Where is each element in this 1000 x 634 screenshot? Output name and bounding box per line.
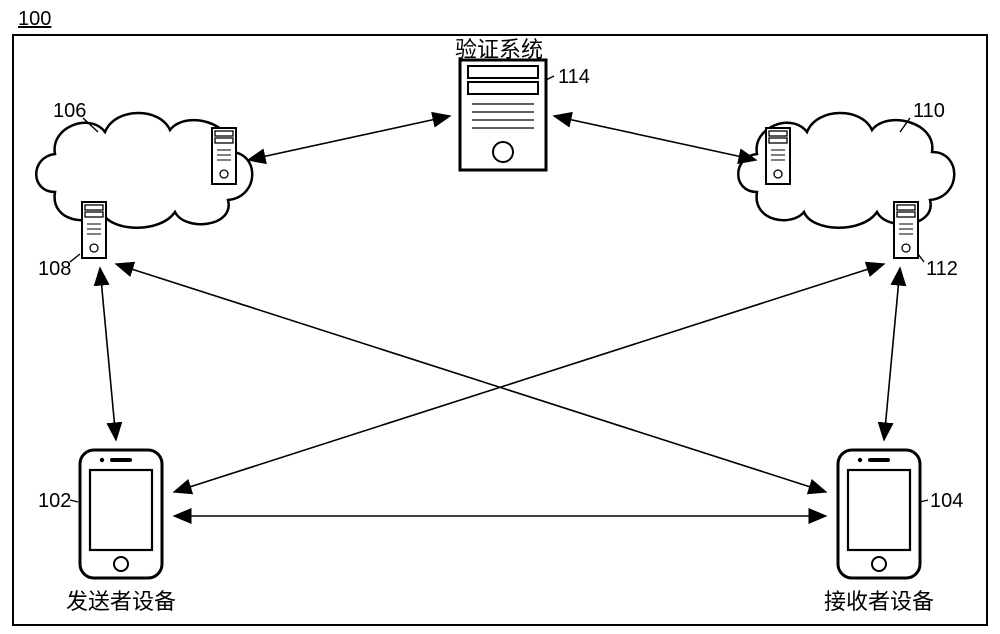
- ref-104: 104: [930, 490, 963, 513]
- cloud-right-text: 区块链 网络: [822, 150, 882, 194]
- server-title: 验证系统: [455, 32, 543, 64]
- cloud-left-text: 区块链 网络: [120, 150, 180, 194]
- ref-110: 110: [913, 100, 945, 123]
- ref-102: 102: [38, 490, 71, 513]
- cloud-left-line1: 区块链: [120, 150, 180, 172]
- cloud-right-line1: 区块链: [822, 150, 882, 172]
- ref-106: 106: [53, 100, 86, 123]
- sender-title: 发送者设备: [66, 584, 176, 616]
- ref-114: 114: [558, 66, 590, 89]
- diagram-stage: 100 验证系统 发送者设备 接收者设备 114 106 110 108 112…: [0, 0, 1000, 634]
- receiver-title: 接收者设备: [824, 584, 934, 616]
- figure-border: [12, 34, 988, 626]
- cloud-right-line2: 网络: [822, 172, 882, 194]
- figure-number: 100: [18, 8, 51, 31]
- ref-108: 108: [38, 258, 71, 281]
- cloud-left-line2: 网络: [120, 172, 180, 194]
- ref-112: 112: [926, 258, 958, 281]
